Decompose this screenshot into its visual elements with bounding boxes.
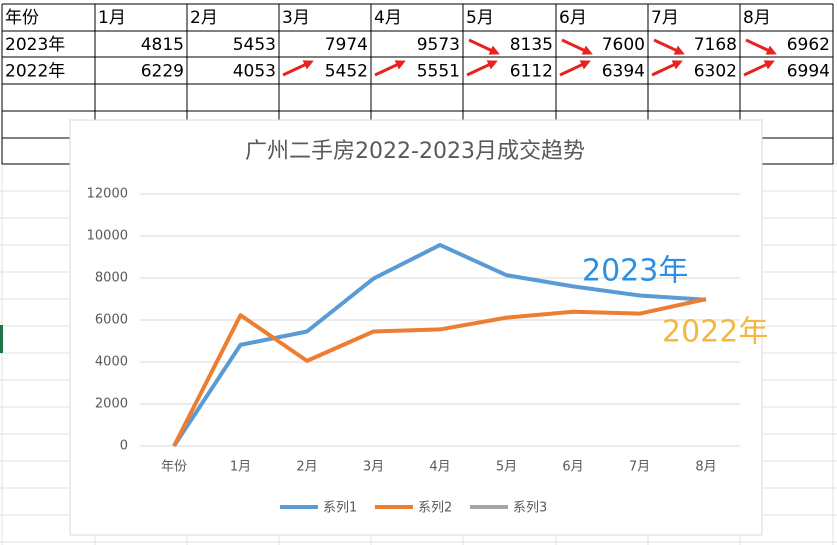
arrow-head [581, 45, 593, 55]
x-tick-label: 5月 [496, 460, 517, 475]
arrow-shaft [466, 62, 492, 77]
red-arrow [282, 60, 314, 77]
x-tick-label: 8月 [695, 460, 716, 475]
y-tick-label: 12000 [87, 187, 128, 202]
red-arrow [468, 38, 500, 55]
x-tick-label: 年份 [161, 460, 187, 475]
red-arrow [651, 60, 683, 77]
number-cell: 6994 [787, 62, 830, 82]
arrow-shaft [559, 62, 585, 77]
red-arrow [466, 60, 498, 77]
number-cell: 6962 [787, 35, 830, 55]
arrow-shaft [561, 38, 587, 53]
header-cell: 6月 [559, 8, 587, 28]
arrow-shaft [282, 62, 308, 77]
y-tick-label: 8000 [95, 271, 128, 286]
red-arrow [745, 38, 777, 55]
red-arrow [559, 60, 591, 77]
number-cell: 7168 [694, 35, 737, 55]
header-cell: 1月 [98, 8, 126, 28]
red-arrow [561, 38, 593, 55]
row-label: 2022年 [5, 62, 65, 82]
arrow-shaft [651, 62, 677, 77]
number-cell: 6394 [602, 62, 645, 82]
number-cell: 6302 [694, 62, 737, 82]
arrow-head [486, 60, 498, 70]
arrow-head [673, 45, 685, 55]
header-cell: 年份 [5, 8, 39, 28]
chart-title: 广州二手房2022-2023月成交趋势 [245, 139, 585, 164]
y-tick-label: 0 [120, 439, 128, 454]
number-cell: 5452 [325, 62, 368, 82]
arrow-shaft [743, 62, 769, 77]
y-tick-label: 2000 [95, 397, 128, 412]
number-cell: 4815 [141, 35, 184, 55]
x-tick-label: 6月 [562, 460, 583, 475]
legend-label: 系列1 [323, 501, 357, 516]
cell-cursor [0, 325, 3, 353]
header-cell: 8月 [743, 8, 771, 28]
red-arrow [653, 38, 685, 55]
arrow-shaft [745, 38, 771, 53]
x-tick-label: 3月 [363, 460, 384, 475]
arrow-head [394, 60, 406, 70]
red-arrow [743, 60, 775, 77]
arrow-head [302, 60, 314, 70]
arrow-head [763, 60, 775, 70]
legend-label: 系列3 [513, 501, 547, 516]
arrow-head [488, 45, 500, 55]
number-cell: 9573 [417, 35, 460, 55]
arrow-shaft [374, 62, 400, 77]
arrow-head [579, 60, 591, 70]
header-cell: 3月 [282, 8, 310, 28]
arrow-shaft [468, 38, 494, 53]
y-tick-label: 4000 [95, 355, 128, 370]
header-cell: 5月 [466, 8, 494, 28]
number-cell: 8135 [510, 35, 553, 55]
number-cell: 4053 [233, 62, 276, 82]
arrow-head [765, 45, 777, 55]
arrow-head [671, 60, 683, 70]
legend-label: 系列2 [418, 501, 452, 516]
series-line [172, 242, 707, 448]
series-line [172, 297, 707, 447]
chart-frame [69, 119, 763, 536]
x-tick-label: 7月 [629, 460, 650, 475]
x-tick-label: 2月 [296, 460, 317, 475]
y-tick-label: 6000 [95, 313, 128, 328]
row-label: 2023年 [5, 35, 65, 55]
number-cell: 6112 [510, 62, 553, 82]
number-cell: 7974 [325, 35, 368, 55]
x-tick-label: 1月 [230, 460, 251, 475]
x-tick-label: 4月 [429, 460, 450, 475]
number-cell: 5551 [417, 62, 460, 82]
arrow-shaft [653, 38, 679, 53]
number-cell: 6229 [141, 62, 184, 82]
annotation: 2022年 [662, 315, 768, 350]
header-cell: 7月 [651, 8, 679, 28]
annotation: 2023年 [582, 254, 688, 289]
header-cell: 2月 [190, 8, 218, 28]
number-cell: 7600 [602, 35, 645, 55]
y-tick-label: 10000 [87, 229, 128, 244]
red-arrow [374, 60, 406, 77]
header-cell: 4月 [374, 8, 402, 28]
number-cell: 5453 [233, 35, 276, 55]
